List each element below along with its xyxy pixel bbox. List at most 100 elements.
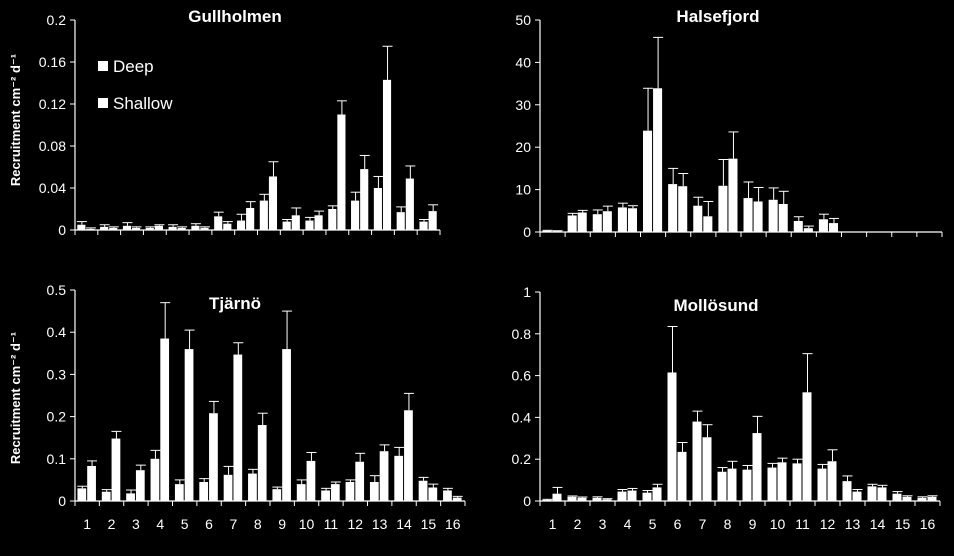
bar-deep-5 <box>174 484 184 501</box>
bar-shallow-3 <box>132 227 141 230</box>
bar-deep-5 <box>643 130 653 232</box>
x-tick-label: 3 <box>599 516 607 532</box>
bar-shallow-10 <box>777 462 787 501</box>
bar-shallow-2 <box>577 212 587 232</box>
bar-deep-2 <box>567 215 577 232</box>
y-tick-label: 0.4 <box>512 409 532 425</box>
bar-shallow-2 <box>577 497 587 501</box>
bar-deep-4 <box>145 227 154 230</box>
bar-shallow-9 <box>268 176 278 230</box>
x-tick-label: 7 <box>699 516 707 532</box>
y-tick-label: 0.2 <box>47 12 67 28</box>
bar-shallow-4 <box>160 338 170 501</box>
x-tick-label: 15 <box>895 516 911 532</box>
bar-deep-10 <box>768 199 778 232</box>
y-tick-label: 50 <box>515 12 531 28</box>
bar-deep-2 <box>101 491 111 501</box>
bar-shallow-13 <box>379 451 389 501</box>
y-tick-label: 0 <box>58 222 66 238</box>
bar-shallow-7 <box>702 437 712 501</box>
bar-deep-12 <box>345 482 355 501</box>
bar-shallow-1 <box>552 493 562 501</box>
bar-deep-2 <box>567 496 577 501</box>
x-tick-label: 10 <box>770 516 786 532</box>
bar-deep-4 <box>617 491 627 501</box>
bar-deep-14 <box>373 188 382 230</box>
bar-shallow-10 <box>306 460 316 501</box>
bar-shallow-10 <box>291 215 300 230</box>
legend-swatch-shallow <box>98 98 108 108</box>
bar-shallow-5 <box>652 487 662 501</box>
bar-deep-13 <box>369 482 379 501</box>
bar-deep-7 <box>693 205 703 232</box>
chart-panel-2: Halsefjord 0 10 20 30 40 50 <box>515 7 943 240</box>
bar-deep-1 <box>77 224 86 230</box>
y-tick-label: 10 <box>515 182 531 198</box>
x-tick-label: 1 <box>83 516 91 532</box>
bar-deep-14 <box>394 455 404 501</box>
bar-deep-10 <box>767 467 777 501</box>
x-tick-label: 13 <box>372 516 388 532</box>
bar-deep-13 <box>842 481 852 501</box>
y-tick-label: 0.2 <box>512 451 532 467</box>
bar-shallow-12 <box>827 461 837 501</box>
y-tick-label: 40 <box>515 54 531 70</box>
bar-shallow-5 <box>653 88 663 232</box>
bar-deep-8 <box>248 473 257 501</box>
bar-deep-11 <box>793 220 803 232</box>
y-tick-label: 20 <box>515 139 531 155</box>
bar-shallow-11 <box>803 228 813 232</box>
bar-deep-1 <box>77 488 87 501</box>
bar-shallow-5 <box>184 349 194 501</box>
bar-deep-16 <box>443 490 452 501</box>
bar-deep-7 <box>223 474 233 501</box>
bar-deep-11 <box>321 490 330 501</box>
x-tick-label: 1 <box>549 516 557 532</box>
bar-deep-11 <box>792 463 802 501</box>
chart-title: Mollösund <box>674 296 759 315</box>
bar-deep-15 <box>418 480 428 501</box>
bar-deep-16 <box>419 221 428 230</box>
bar-deep-3 <box>122 225 132 230</box>
x-tick-label: 3 <box>132 516 140 532</box>
bar-shallow-11 <box>330 484 340 501</box>
bar-shallow-16 <box>452 497 462 501</box>
bar-deep-6 <box>667 372 677 501</box>
bar-shallow-6 <box>678 186 688 232</box>
chart-title: Gullholmen <box>188 7 282 26</box>
x-tick-label: 12 <box>348 516 364 532</box>
x-tick-label: 5 <box>181 516 189 532</box>
bar-shallow-9 <box>282 349 291 501</box>
y-tick-label: 0 <box>58 493 66 509</box>
bar-deep-9 <box>272 489 282 501</box>
x-tick-label: 11 <box>324 516 339 532</box>
y-tick-label: 0.2 <box>47 409 67 425</box>
bar-shallow-10 <box>778 204 788 232</box>
bar-deep-12 <box>818 219 828 232</box>
x-tick-label: 10 <box>299 516 315 532</box>
bar-deep-7 <box>214 216 223 230</box>
bar-deep-13 <box>351 200 360 230</box>
y-tick-label: 0.12 <box>39 96 66 112</box>
bar-shallow-7 <box>703 216 713 232</box>
bar-deep-12 <box>328 209 337 230</box>
bar-shallow-3 <box>602 211 612 232</box>
bar-deep-6 <box>191 225 200 230</box>
bar-shallow-9 <box>752 433 762 501</box>
bar-shallow-9 <box>753 201 763 232</box>
bar-shallow-11 <box>802 392 812 501</box>
bar-shallow-12 <box>355 461 365 501</box>
bar-deep-10 <box>296 484 306 501</box>
bar-shallow-12 <box>828 223 838 232</box>
y-tick-label: 0.3 <box>47 366 67 382</box>
bar-deep-9 <box>259 200 268 230</box>
chart-title: Tjärnö <box>209 294 261 313</box>
x-tick-label: 2 <box>108 516 116 532</box>
bar-shallow-12 <box>337 114 346 230</box>
x-tick-label: 9 <box>278 516 286 532</box>
bar-shallow-3 <box>602 499 612 501</box>
bar-shallow-7 <box>223 223 232 230</box>
y-tick-label: 0.16 <box>39 54 66 70</box>
